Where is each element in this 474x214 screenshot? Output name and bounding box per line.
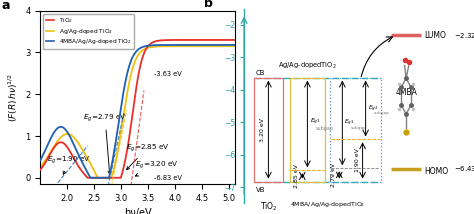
Text: $-$2.32 eV: $-$2.32 eV: [454, 31, 474, 40]
Text: subgap: subgap: [316, 126, 334, 131]
Text: VB: VB: [256, 187, 265, 193]
Text: $E_g$=3.20 eV: $E_g$=3.20 eV: [135, 160, 178, 176]
Bar: [290, 78, 325, 181]
Text: TiO$_2$: TiO$_2$: [260, 200, 277, 213]
Text: $E_{g1}$: $E_{g1}$: [344, 118, 355, 128]
Text: subgap: subgap: [350, 126, 366, 130]
Bar: [330, 78, 381, 181]
Text: $E_g$=1.90 eV: $E_g$=1.90 eV: [47, 155, 91, 174]
Text: b: b: [204, 0, 213, 10]
Text: HOMO: HOMO: [424, 167, 448, 176]
Text: -3.63 eV: -3.63 eV: [154, 71, 182, 77]
Text: a: a: [1, 0, 10, 12]
Text: 4MBA: 4MBA: [395, 88, 417, 97]
Text: 4MBA/Ag/Ag-dopedTiO$_2$: 4MBA/Ag/Ag-dopedTiO$_2$: [290, 200, 365, 209]
Text: LUMO: LUMO: [424, 31, 446, 40]
Text: subgap: subgap: [374, 111, 390, 115]
Text: 1.90 eV: 1.90 eV: [355, 149, 359, 172]
Text: 2.85 eV: 2.85 eV: [294, 164, 299, 188]
Text: 3.20 eV: 3.20 eV: [260, 118, 265, 142]
Text: CB: CB: [256, 70, 265, 76]
Text: $E_g$=2.85 eV: $E_g$=2.85 eV: [126, 142, 169, 170]
Text: Ag/Ag-dopedTiO$_2$: Ag/Ag-dopedTiO$_2$: [278, 60, 337, 71]
Text: -6.83 eV: -6.83 eV: [154, 175, 182, 181]
X-axis label: hν/eV: hν/eV: [124, 208, 151, 214]
Text: $E_g$=2.79 eV: $E_g$=2.79 eV: [83, 113, 127, 174]
Legend: TiO$_2$, Ag/Ag-doped TiO$_2$, 4MBA/Ag/Ag-doped TiO$_2$: TiO$_2$, Ag/Ag-doped TiO$_2$, 4MBA/Ag/Ag…: [43, 14, 134, 49]
Text: $-$6.43 eV: $-$6.43 eV: [454, 164, 474, 173]
Text: $E_{g1}$: $E_{g1}$: [310, 117, 321, 127]
Y-axis label: $(F(R)\,h\nu)^{1/2}$: $(F(R)\,h\nu)^{1/2}$: [6, 73, 19, 122]
Text: $E_{g2}$: $E_{g2}$: [368, 103, 378, 114]
Text: 2.79 eV: 2.79 eV: [331, 163, 336, 187]
Bar: [254, 78, 283, 181]
